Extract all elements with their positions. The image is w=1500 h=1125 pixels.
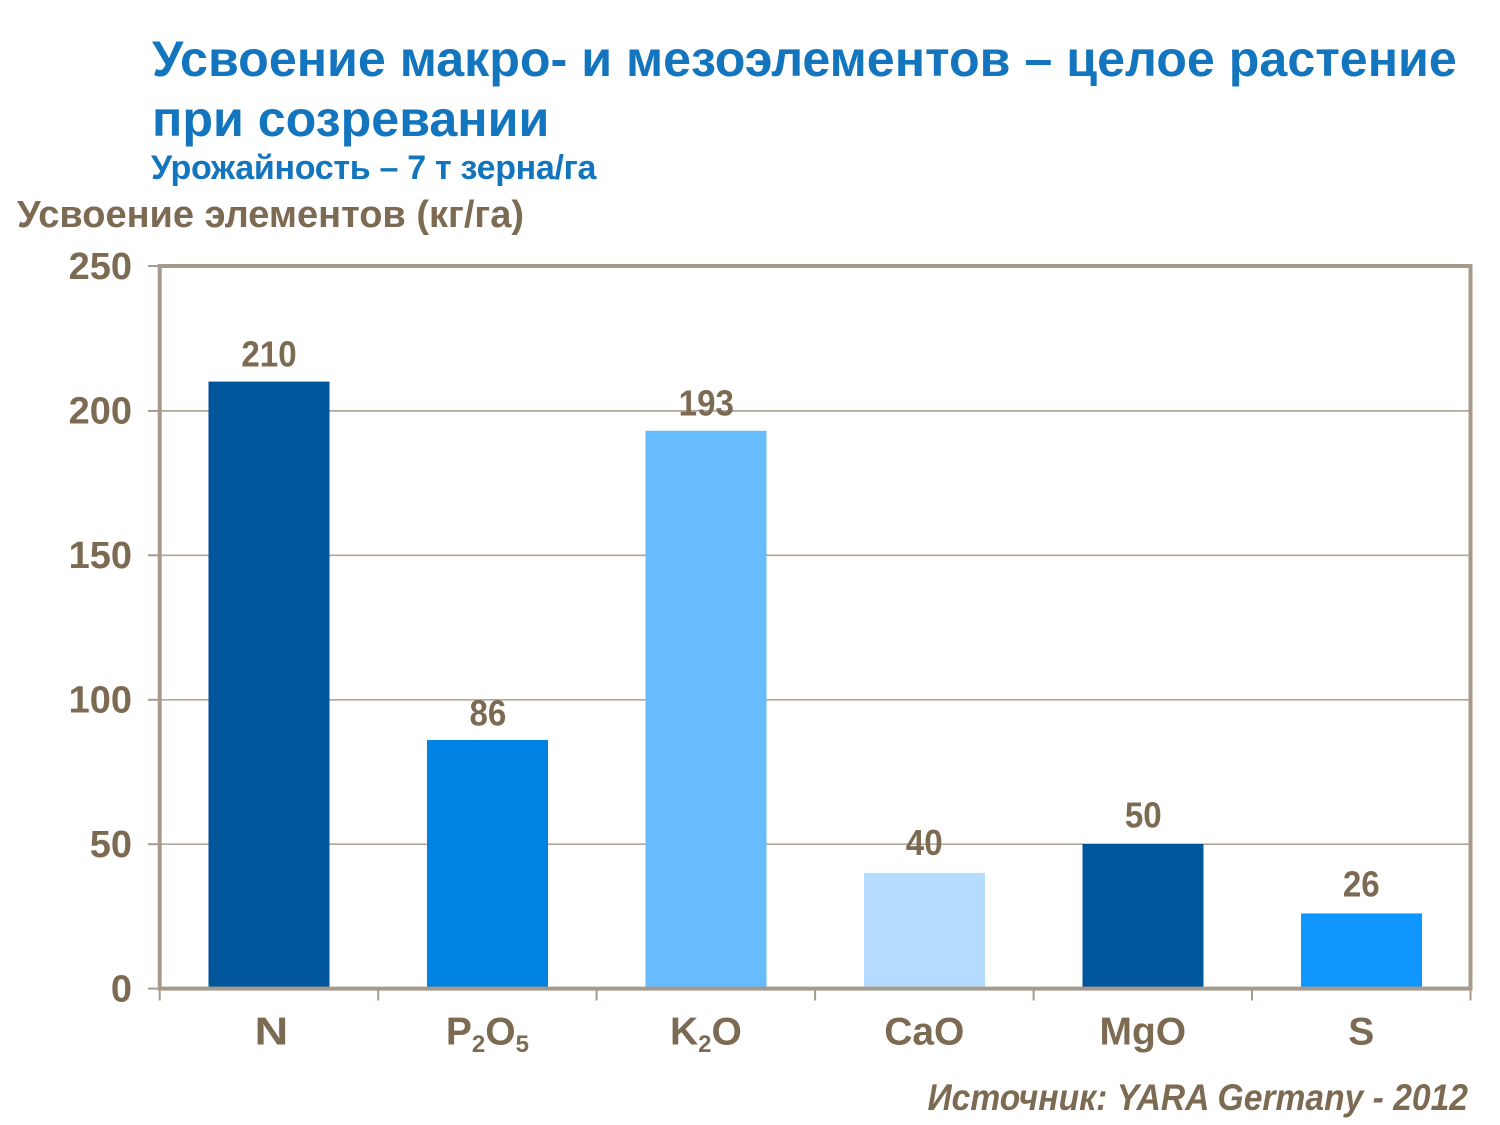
svg-text:50: 50 [1125, 796, 1162, 836]
svg-text:CaO: CaO [884, 1011, 964, 1054]
svg-text:Усвоение макро- и мезоэлементо: Усвоение макро- и мезоэлементов – целое … [152, 31, 1457, 87]
svg-text:Источник: YARA Germany - 2012: Источник: YARA Germany - 2012 [927, 1078, 1468, 1119]
svg-text:MgO: MgO [1099, 1011, 1186, 1054]
svg-text:200: 200 [69, 391, 132, 433]
svg-text:210: 210 [241, 335, 296, 375]
svg-text:S: S [1348, 1011, 1374, 1054]
svg-text:P2O5: P2O5 [446, 1011, 529, 1059]
svg-text:50: 50 [90, 824, 132, 866]
svg-text:86: 86 [469, 694, 506, 734]
svg-text:193: 193 [679, 384, 734, 424]
svg-text:при созревании: при созревании [152, 91, 549, 147]
svg-text:150: 150 [69, 535, 132, 577]
svg-text:250: 250 [69, 246, 132, 288]
svg-text:26: 26 [1343, 865, 1380, 905]
svg-text:40: 40 [906, 824, 943, 864]
svg-text:100: 100 [69, 680, 132, 722]
svg-text:N: N [255, 1010, 289, 1053]
svg-text:0: 0 [111, 969, 132, 1011]
svg-text:K2O: K2O [670, 1011, 742, 1059]
svg-text:Усвоение элементов (кг/га): Усвоение элементов (кг/га) [17, 194, 524, 236]
svg-text:Урожайность – 7 т зерна/га: Урожайность – 7 т зерна/га [151, 149, 598, 187]
